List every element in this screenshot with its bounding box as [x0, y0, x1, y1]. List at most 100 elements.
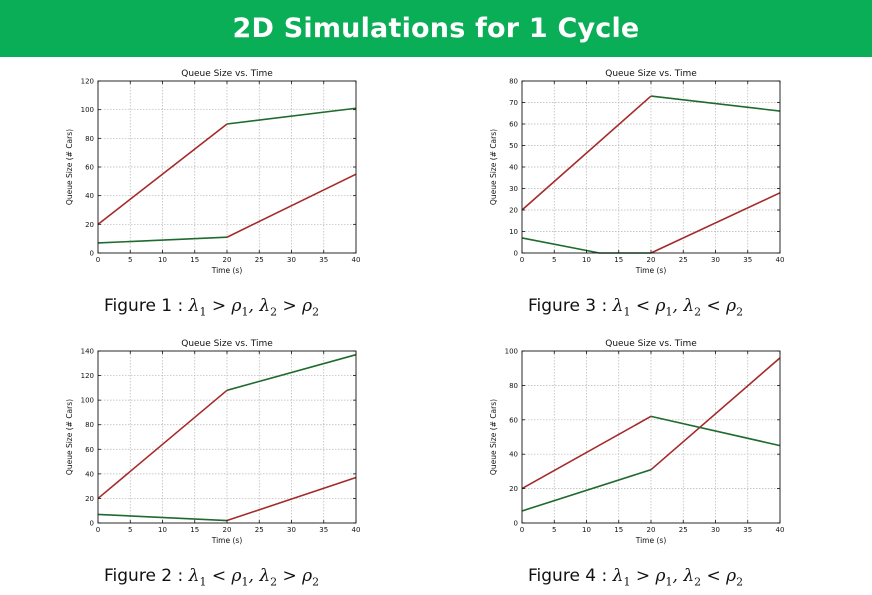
- x-tick-label: 25: [255, 256, 264, 264]
- y-tick-label: 70: [509, 99, 518, 107]
- plot-frame: [521, 350, 781, 524]
- x-tick-label: 20: [223, 526, 232, 534]
- series-line-red: [650, 192, 781, 254]
- x-tick-label: 20: [647, 526, 656, 534]
- y-axis-label: Queue Size (# Cars): [489, 399, 498, 475]
- x-tick-label: 5: [128, 526, 132, 534]
- series-line-green: [97, 513, 228, 522]
- x-tick-label: 5: [552, 526, 556, 534]
- caption-figure-2: Figure 2 : λ1 < ρ1, λ2 > ρ2: [104, 566, 319, 588]
- y-tick-label: 0: [514, 520, 518, 528]
- slide-title: 2D Simulations for 1 Cycle: [232, 13, 640, 44]
- y-tick-label: 30: [509, 185, 518, 193]
- caption-figure-3: Figure 3 : λ1 < ρ1, λ2 < ρ2: [528, 296, 743, 318]
- y-tick-label: 20: [85, 221, 94, 229]
- plot-frame: [521, 80, 781, 254]
- x-tick-label: 35: [319, 526, 328, 534]
- y-tick-label: 60: [85, 446, 94, 454]
- series-line-red: [650, 357, 781, 471]
- y-tick-label: 60: [509, 121, 518, 129]
- x-tick-label: 30: [711, 256, 720, 264]
- x-tick-label: 25: [679, 256, 688, 264]
- x-tick-label: 15: [190, 256, 199, 264]
- y-tick-label: 60: [509, 416, 518, 424]
- x-tick-label: 5: [128, 256, 132, 264]
- x-tick-label: 20: [647, 256, 656, 264]
- x-tick-label: 15: [614, 256, 623, 264]
- plot-frame: [97, 80, 357, 254]
- x-tick-label: 0: [96, 256, 100, 264]
- y-tick-label: 120: [81, 78, 94, 86]
- chart-title: Queue Size vs. Time: [605, 69, 697, 79]
- series-line-green: [97, 236, 228, 244]
- y-tick-label: 80: [509, 382, 518, 390]
- x-axis-label: Time (s): [211, 266, 243, 275]
- y-tick-label: 100: [81, 397, 94, 405]
- x-axis-label: Time (s): [211, 536, 243, 545]
- series-line-red: [97, 389, 228, 500]
- x-tick-label: 40: [352, 526, 361, 534]
- y-tick-label: 80: [85, 135, 94, 143]
- caption-figure-1: Figure 1 : λ1 > ρ1, λ2 > ρ2: [104, 296, 319, 318]
- chart-title: Queue Size vs. Time: [181, 339, 273, 349]
- caption-condition-2: λ2 > ρ2: [259, 296, 320, 319]
- caption-condition-2: λ2 < ρ2: [683, 296, 744, 319]
- series-line-green: [650, 95, 781, 112]
- x-tick-label: 35: [743, 526, 752, 534]
- y-tick-label: 40: [509, 164, 518, 172]
- x-axis-label: Time (s): [635, 536, 667, 545]
- caption-condition-1: λ1 < ρ1,: [612, 296, 678, 319]
- caption-condition-2: λ2 > ρ2: [259, 566, 320, 589]
- caption-label: Figure 1 :: [104, 296, 184, 316]
- y-axis-label: Queue Size (# Cars): [65, 129, 74, 205]
- x-tick-label: 35: [743, 256, 752, 264]
- x-tick-label: 10: [582, 256, 591, 264]
- series-line-green: [521, 468, 652, 512]
- x-tick-label: 10: [158, 526, 167, 534]
- x-tick-label: 10: [158, 256, 167, 264]
- series-line-red: [226, 476, 357, 522]
- y-tick-label: 80: [85, 421, 94, 429]
- x-tick-label: 30: [711, 526, 720, 534]
- x-tick-label: 20: [223, 256, 232, 264]
- series-line-green: [226, 107, 357, 125]
- series-line-red: [226, 173, 357, 238]
- x-tick-label: 0: [96, 526, 100, 534]
- y-tick-label: 10: [509, 228, 518, 236]
- x-tick-label: 15: [190, 526, 199, 534]
- plot-frame: [97, 350, 357, 524]
- y-tick-label: 100: [81, 106, 94, 114]
- y-axis-label: Queue Size (# Cars): [65, 399, 74, 475]
- y-tick-label: 0: [90, 520, 94, 528]
- y-tick-label: 50: [509, 142, 518, 150]
- y-tick-label: 0: [514, 250, 518, 258]
- y-tick-label: 140: [81, 348, 94, 356]
- chart-title: Queue Size vs. Time: [181, 69, 273, 79]
- chart-title: Queue Size vs. Time: [605, 339, 697, 349]
- x-tick-label: 30: [287, 256, 296, 264]
- x-tick-label: 40: [776, 526, 785, 534]
- series-line-red: [521, 95, 652, 211]
- caption-condition-1: λ1 > ρ1,: [612, 566, 678, 589]
- y-tick-label: 100: [505, 348, 518, 356]
- x-tick-label: 25: [679, 526, 688, 534]
- y-tick-label: 80: [509, 78, 518, 86]
- caption-condition-1: λ1 > ρ1,: [188, 296, 254, 319]
- series-line-red: [97, 123, 228, 225]
- caption-label: Figure 4 :: [528, 566, 608, 586]
- x-axis-label: Time (s): [635, 266, 667, 275]
- y-tick-label: 40: [85, 470, 94, 478]
- title-banner: 2D Simulations for 1 Cycle: [0, 0, 872, 57]
- y-axis-label: Queue Size (# Cars): [489, 129, 498, 205]
- y-tick-label: 40: [85, 192, 94, 200]
- x-tick-label: 10: [582, 526, 591, 534]
- y-tick-label: 120: [81, 372, 94, 380]
- x-tick-label: 30: [287, 526, 296, 534]
- series-line-green: [521, 237, 651, 254]
- y-tick-label: 40: [509, 451, 518, 459]
- series-line-green: [650, 415, 781, 447]
- x-tick-label: 15: [614, 526, 623, 534]
- x-tick-label: 40: [776, 256, 785, 264]
- x-tick-label: 40: [352, 256, 361, 264]
- caption-condition-2: λ2 < ρ2: [683, 566, 744, 589]
